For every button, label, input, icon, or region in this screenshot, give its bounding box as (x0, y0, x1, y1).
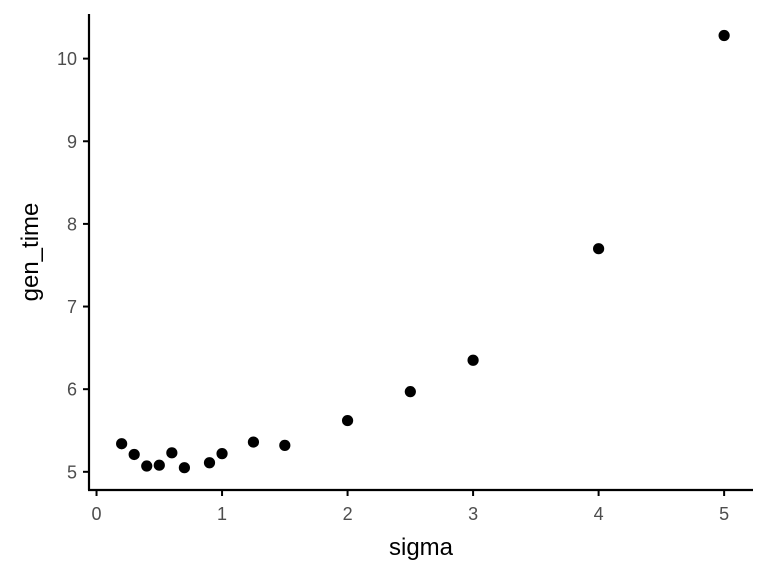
x-tick-label: 5 (719, 504, 729, 524)
data-point (467, 354, 479, 366)
x-tick-label: 4 (594, 504, 604, 524)
x-tick-label: 0 (92, 504, 102, 524)
data-point (166, 447, 178, 459)
y-axis-title: gen_time (17, 203, 44, 302)
data-point (128, 448, 140, 461)
x-axis-ticks: 0 1 2 3 4 5 (92, 490, 729, 524)
data-point (279, 439, 291, 451)
data-point (593, 243, 605, 255)
y-axis-ticks: 5 6 7 8 9 10 (57, 49, 89, 482)
y-tick-label: 8 (67, 214, 77, 234)
x-tick-label: 1 (217, 504, 227, 524)
data-point (404, 386, 416, 398)
data-point (141, 460, 153, 472)
data-point (203, 457, 216, 469)
data-point (178, 462, 190, 474)
y-tick-label: 6 (67, 380, 77, 400)
x-axis-title: sigma (389, 534, 454, 561)
y-tick-label: 9 (67, 132, 77, 152)
data-point (116, 438, 128, 450)
y-tick-label: 5 (67, 462, 77, 482)
data-point (341, 414, 354, 427)
x-tick-label: 3 (468, 504, 478, 524)
data-point (718, 29, 730, 42)
x-tick-label: 2 (343, 504, 353, 524)
data-point (247, 436, 260, 448)
data-point (216, 448, 228, 460)
y-tick-label: 10 (57, 49, 77, 69)
data-point (153, 459, 165, 471)
y-tick-label: 7 (67, 297, 77, 317)
data-points (116, 29, 730, 474)
